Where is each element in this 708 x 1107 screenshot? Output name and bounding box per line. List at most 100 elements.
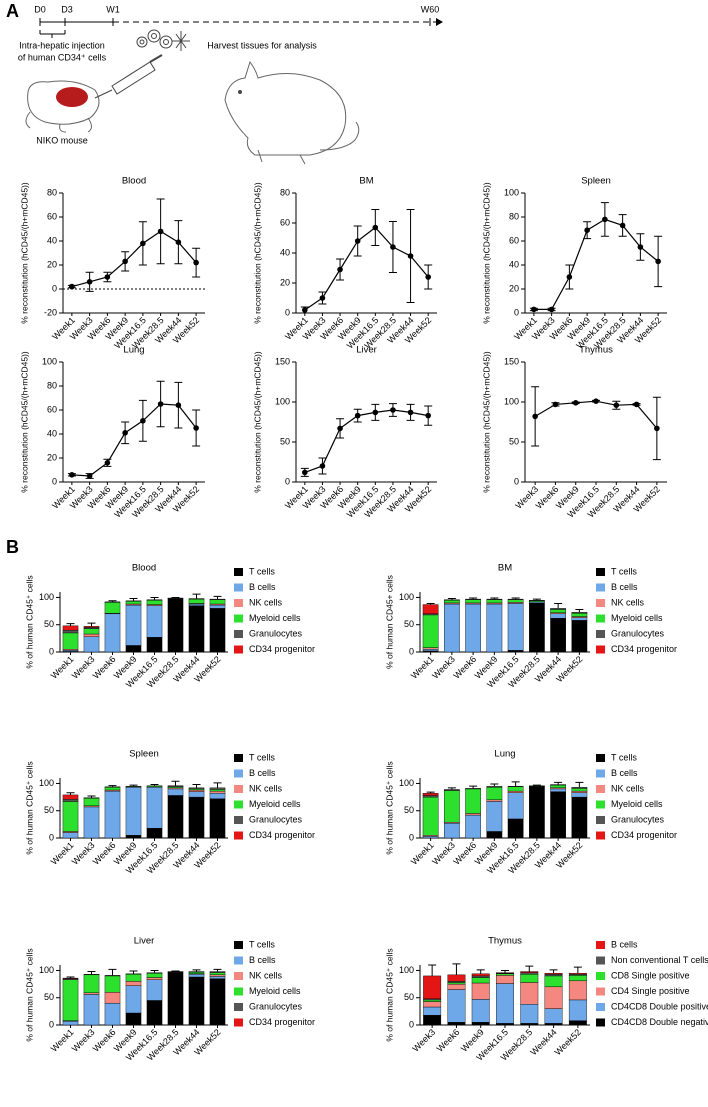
legend-swatch: [234, 614, 243, 623]
error-bar: [490, 783, 499, 787]
point: [104, 274, 111, 280]
legend-label: Myeloid cells: [611, 613, 663, 623]
legend-label: Myeloid cells: [611, 799, 663, 809]
point: [654, 425, 660, 432]
bar-segment: [146, 605, 163, 638]
y-tick-label: 40: [47, 235, 57, 245]
error-bar: [490, 597, 499, 600]
legend-label: CD34 progenitor: [611, 644, 677, 654]
chart-title: Lung: [494, 749, 515, 760]
point: [548, 306, 555, 313]
bar-segment: [568, 972, 587, 975]
legend-label: CD4CD8 Double negative: [611, 1017, 708, 1027]
legend-label: Myeloid cells: [249, 613, 301, 623]
chart: BM % of human CD45+ cells 0 50 100 Week1Week3…: [384, 563, 677, 690]
bar-segment: [209, 789, 226, 792]
panel-label: B: [6, 537, 19, 557]
error-bar: [532, 598, 541, 601]
bar-segment: [104, 790, 121, 839]
bar-segment: [544, 986, 563, 1009]
bar-segment: [188, 789, 205, 792]
y-tick-label: 0: [409, 646, 414, 656]
point: [69, 283, 75, 290]
bar-segment: [423, 999, 442, 1002]
error-bar: [213, 782, 222, 788]
legend-swatch: [234, 769, 243, 778]
bar-segment: [471, 982, 490, 1000]
bar-segment: [125, 985, 142, 1014]
legend-label: CD4CD8 Double positive: [611, 1001, 708, 1011]
bar-segment: [550, 784, 566, 786]
y-axis-label: % reconstitution (hCD45/(h+mCD45)): [481, 351, 491, 493]
y-tick-label: 0: [285, 307, 290, 317]
error-bar: [129, 784, 138, 787]
y-axis-label: % reconstitution (hCD45/(h+mCD45)): [19, 351, 29, 493]
legend-swatch: [596, 831, 605, 840]
bar-segment: [571, 617, 588, 621]
bar-segment: [507, 650, 524, 653]
point: [407, 253, 414, 259]
bar-segment: [550, 788, 566, 792]
y-tick-label: 20: [47, 452, 57, 462]
error-bar: [150, 784, 159, 786]
bar-segment: [520, 1004, 539, 1024]
legend-label: B cells: [249, 768, 276, 778]
y-tick-label: 80: [280, 187, 290, 197]
bar-segment: [550, 617, 566, 653]
y-tick-label: 20: [47, 259, 57, 269]
point: [531, 306, 537, 313]
bar-segment: [188, 603, 205, 606]
bar-segment: [571, 613, 588, 617]
legend-label: B cells: [249, 955, 276, 965]
bar-segment: [125, 973, 142, 975]
chart: BM % reconstitution (hCD45/(h+mCD45)) 0 20 4…: [252, 176, 437, 351]
bar-segment: [125, 1012, 142, 1026]
y-tick-label: 60: [280, 217, 290, 227]
bar-segment: [568, 999, 587, 1021]
point: [175, 402, 182, 409]
bar-segment: [146, 637, 163, 653]
bar-segment: [188, 791, 205, 798]
bar-segment: [188, 976, 205, 1026]
bar-segment: [83, 633, 100, 637]
bar-segment: [471, 1022, 490, 1026]
bar-segment: [104, 787, 121, 791]
y-tick-label: 100: [42, 356, 57, 366]
bar-segment: [146, 977, 163, 980]
bar-segment: [444, 823, 460, 839]
legend-label: NK cells: [249, 970, 283, 980]
bar-segment: [447, 989, 466, 1023]
bar-segment: [496, 973, 514, 976]
y-tick-label: 0: [514, 476, 519, 486]
bar-segment: [209, 972, 226, 976]
bar-segment: [146, 599, 163, 601]
error-bar: [554, 602, 563, 609]
bar-segment: [146, 785, 163, 787]
y-tick-label: 80: [509, 211, 519, 221]
bar-segment: [422, 795, 439, 798]
legend-label: NK cells: [249, 597, 283, 607]
chart: Lung % reconstitution (hCD45/(h+mCD45)) 0 2…: [19, 345, 205, 520]
x-tick-label: Week1: [409, 654, 436, 681]
y-tick-label: -20: [44, 307, 57, 317]
legend-label: Granulocytes: [611, 814, 665, 824]
y-tick-label: 100: [39, 965, 54, 975]
bar-segment: [62, 977, 79, 979]
line: [71, 230, 197, 288]
bar-segment: [62, 1020, 79, 1026]
bar-segment: [568, 1020, 587, 1026]
y-tick-label: 100: [275, 396, 290, 406]
bar-segment: [146, 787, 163, 829]
bar-segment: [571, 790, 588, 793]
bar-segment: [422, 614, 439, 648]
legend-swatch: [596, 800, 605, 809]
bar-segment: [167, 788, 184, 796]
bar-segment: [447, 982, 466, 985]
bar-segment: [422, 793, 439, 796]
legend-swatch: [596, 1003, 605, 1011]
bar-segment: [550, 608, 566, 610]
bar-segment: [423, 1001, 442, 1008]
y-tick-label: 150: [275, 356, 290, 366]
bar-segment: [520, 982, 539, 1005]
chart-title: Liver: [356, 345, 377, 356]
